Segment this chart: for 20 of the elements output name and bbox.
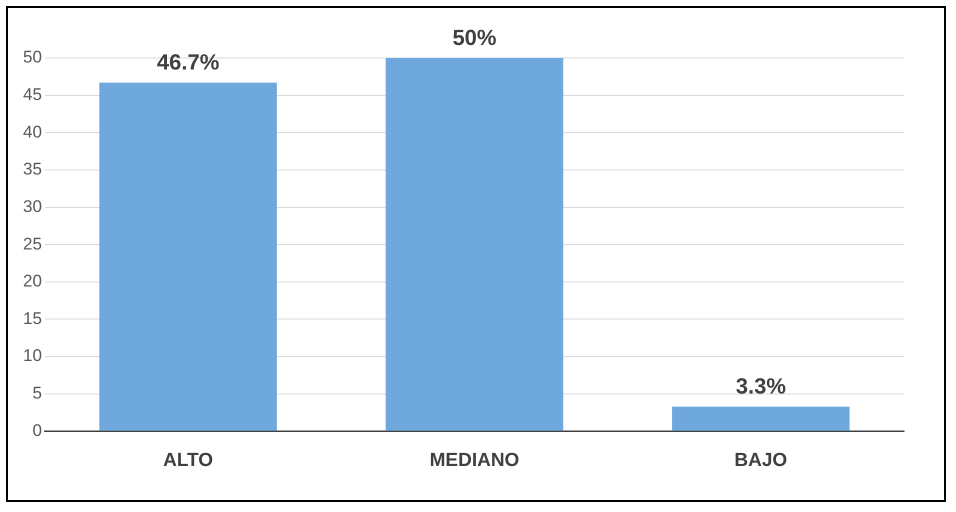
y-tick-label: 20 xyxy=(22,272,42,291)
data-label: 50% xyxy=(452,25,496,50)
y-tick-label: 5 xyxy=(32,384,42,403)
y-tick-label: 45 xyxy=(22,85,42,104)
y-tick-label: 30 xyxy=(22,196,42,216)
y-tick-label: 50 xyxy=(22,48,42,67)
x-tick-label: ALTO xyxy=(163,450,214,471)
y-tick-label: 10 xyxy=(22,346,42,366)
y-tick-label: 35 xyxy=(22,160,42,179)
y-tick-label: 0 xyxy=(32,420,42,440)
x-tick-label: BAJO xyxy=(734,450,788,471)
y-tick-label: 15 xyxy=(22,308,42,328)
bar xyxy=(672,406,850,431)
data-label: 3.3% xyxy=(736,374,786,399)
y-tick-label: 40 xyxy=(22,122,42,142)
bar xyxy=(99,82,277,431)
data-label: 46.7% xyxy=(156,50,220,75)
y-tick-label: 25 xyxy=(22,234,42,254)
bar xyxy=(386,58,564,431)
x-tick-label: MEDIANO xyxy=(430,450,520,471)
